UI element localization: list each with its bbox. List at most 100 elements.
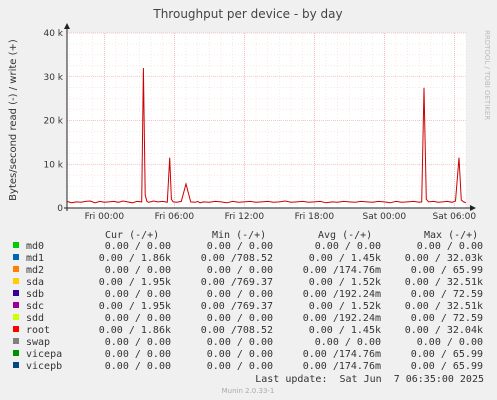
legend-min: 0.00 / 0.00 xyxy=(207,313,273,324)
legend-avg: 0.00 /174.76m xyxy=(303,349,381,360)
legend-min: 0.00 / 0.00 xyxy=(207,289,273,300)
legend-cur: 0.00 / 0.00 xyxy=(105,289,171,300)
legend-avg: 0.00 / 1.45k xyxy=(309,253,381,264)
legend-name: sda xyxy=(26,277,44,288)
legend-min: 0.00 / 0.00 xyxy=(207,361,273,372)
legend-min: 0.00 /769.37 xyxy=(201,301,273,312)
legend-name: sdc xyxy=(26,301,44,312)
legend-cur: 0.00 / 1.86k xyxy=(99,253,171,264)
legend-name: md0 xyxy=(26,241,44,252)
legend-swatch xyxy=(13,266,19,272)
last-update: Last update: Sat Jun 7 06:35:00 2025 xyxy=(255,374,484,385)
legend-name: swap xyxy=(26,337,50,348)
legend-swatch xyxy=(13,362,19,368)
legend-max: 0.00 / 72.59 xyxy=(411,289,483,300)
legend-min: 0.00 /769.37 xyxy=(201,277,273,288)
legend-swatch xyxy=(13,242,19,248)
legend-max: 0.00 / 32.51k xyxy=(405,301,483,312)
legend-avg: 0.00 /192.24m xyxy=(303,313,381,324)
legend-avg: 0.00 / 0.00 xyxy=(315,337,381,348)
legend-max: 0.00 / 72.59 xyxy=(411,313,483,324)
legend-min: 0.00 / 0.00 xyxy=(207,337,273,348)
y-tick-label: 10 k xyxy=(43,160,63,170)
legend-min: 0.00 /708.52 xyxy=(201,325,273,336)
legend-row-vicepa: vicepa 0.00 / 0.00 0.00 / 0.00 0.00 /174.76… xyxy=(13,349,483,360)
legend-min: 0.00 / 0.00 xyxy=(207,241,273,252)
legend-max: 0.00 / 65.99 xyxy=(411,361,483,372)
legend-header: Cur (-/+) Min (-/+) Avg (-/+) Max (-/+) xyxy=(105,230,478,241)
legend-cur: 0.00 / 0.00 xyxy=(105,361,171,372)
legend-swatch xyxy=(13,254,19,260)
legend-header-avg: Avg (-/+) xyxy=(318,230,372,241)
x-tick-label: Sat 06:00 xyxy=(433,212,477,222)
legend-cur: 0.00 / 0.00 xyxy=(105,349,171,360)
legend-swatch xyxy=(13,326,19,332)
legend-header-cur: Cur (-/+) xyxy=(105,230,159,241)
legend-cur: 0.00 / 1.86k xyxy=(99,325,171,336)
legend-name: md1 xyxy=(26,253,44,264)
grid-lines xyxy=(67,32,467,209)
series-line xyxy=(66,67,467,204)
legend-max: 0.00 / 32.03k xyxy=(405,253,483,264)
legend-row-md1: md1 0.00 / 1.86k 0.00 /708.52 0.00 / 1.45k 0… xyxy=(13,253,483,264)
legend-row-sdb: sdb 0.00 / 0.00 0.00 / 0.00 0.00 /192.24m 0.… xyxy=(13,289,483,300)
legend-row-sdd: sdd 0.00 / 0.00 0.00 / 0.00 0.00 /192.24m 0.… xyxy=(13,313,483,324)
legend-name: md2 xyxy=(26,265,44,276)
legend-row-md2: md2 0.00 / 0.00 0.00 / 0.00 0.00 /174.76m 0.… xyxy=(13,265,483,276)
legend-swatch xyxy=(13,290,19,296)
x-tick-label: Fri 12:00 xyxy=(225,212,265,222)
x-axis-ticks: Fri 00:00 Fri 06:00 Fri 12:00 Fri 18:00 Sat … xyxy=(85,212,477,222)
x-axis-arrow xyxy=(470,205,476,211)
legend-avg: 0.00 /174.76m xyxy=(303,361,381,372)
legend-max: 0.00 / 0.00 xyxy=(417,337,483,348)
legend-avg: 0.00 / 1.45k xyxy=(309,325,381,336)
legend-max: 0.00 / 0.00 xyxy=(417,241,483,252)
legend-max: 0.00 / 65.99 xyxy=(411,349,483,360)
y-tick-label: 20 k xyxy=(43,117,63,127)
legend-swatch xyxy=(13,302,19,308)
legend-cur: 0.00 / 1.95k xyxy=(99,301,171,312)
legend-row-sdc: sdc 0.00 / 1.95k 0.00 /769.37 0.00 / 1.52k 0… xyxy=(13,301,483,312)
legend-max: 0.00 / 32.51k xyxy=(405,277,483,288)
legend-name: sdb xyxy=(26,289,44,300)
y-axis-arrow xyxy=(64,23,70,29)
legend-name: vicepb xyxy=(26,361,62,372)
legend-avg: 0.00 /192.24m xyxy=(303,289,381,300)
legend-swatch xyxy=(13,338,19,344)
legend-cur: 0.00 / 0.00 xyxy=(105,265,171,276)
legend-row-md0: md0 0.00 / 0.00 0.00 / 0.00 0.00 / 0.00 0.00… xyxy=(13,241,483,252)
legend-cur: 0.00 / 0.00 xyxy=(105,241,171,252)
legend-min: 0.00 / 0.00 xyxy=(207,349,273,360)
legend-row-swap: swap 0.00 / 0.00 0.00 / 0.00 0.00 / 0.00 0.0… xyxy=(13,337,483,348)
legend-header-max: Max (-/+) xyxy=(424,230,478,241)
legend-row-vicepb: vicepb 0.00 / 0.00 0.00 / 0.00 0.00 /174.76… xyxy=(13,361,483,372)
legend-min: 0.00 / 0.00 xyxy=(207,265,273,276)
legend-row-sda: sda 0.00 / 1.95k 0.00 /769.37 0.00 / 1.52k 0… xyxy=(13,277,483,288)
legend-swatch xyxy=(13,350,19,356)
y-tick-label: 0 xyxy=(57,204,63,214)
y-axis-label: Bytes/second read (-) / write (+) xyxy=(8,39,19,201)
legend-cur: 0.00 / 1.95k xyxy=(99,277,171,288)
legend-swatch xyxy=(13,278,19,284)
chart-title: Throughput per device - by day xyxy=(152,7,342,21)
y-tick-label: 40 k xyxy=(43,29,63,39)
x-tick-label: Sat 00:00 xyxy=(363,212,407,222)
x-tick-label: Fri 06:00 xyxy=(155,212,195,222)
y-axis-ticks: 0 10 k 20 k 30 k 40 k xyxy=(43,29,63,214)
legend-avg: 0.00 / 1.52k xyxy=(309,301,381,312)
legend-min: 0.00 /708.52 xyxy=(201,253,273,264)
y-tick-label: 30 k xyxy=(43,73,63,83)
legend-avg: 0.00 / 1.52k xyxy=(309,277,381,288)
munin-version: Munin 2.0.33-1 xyxy=(222,387,275,395)
legend-name: sdd xyxy=(26,313,44,324)
legend-swatch xyxy=(13,314,19,320)
legend-max: 0.00 / 65.99 xyxy=(411,265,483,276)
rrdtool-side-label: RRDTOOL / TOBI OETIKER xyxy=(483,30,491,120)
legend-name: root xyxy=(26,325,50,336)
x-tick-label: Fri 18:00 xyxy=(295,212,335,222)
legend-name: vicepa xyxy=(26,349,62,360)
legend: md0 0.00 / 0.00 0.00 / 0.00 0.00 / 0.00 0.00… xyxy=(13,241,483,372)
legend-cur: 0.00 / 0.00 xyxy=(105,337,171,348)
legend-cur: 0.00 / 0.00 xyxy=(105,313,171,324)
